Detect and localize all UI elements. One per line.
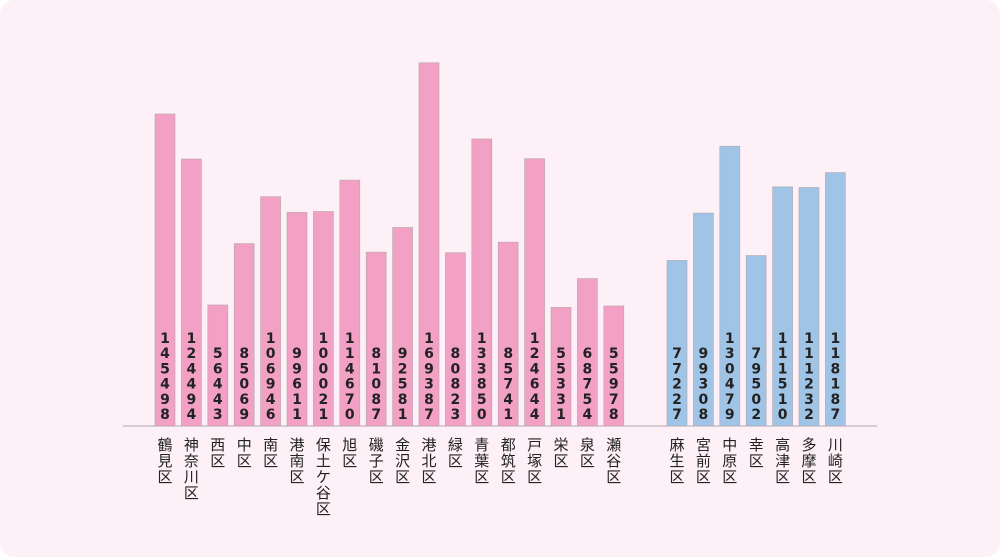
value-labels-layer: 1 4 5 4 9 8 1 2 4 4 9 4 5 6 4 4 3 8 5 0 6 9 1 0 6 9 4 6 9 9 6 1 1 1 0 0 0 2 1 1… [160, 331, 840, 423]
category-label-yokohama-7: 旭区 [342, 436, 357, 470]
bar-yokohama-13 [497, 241, 519, 427]
bar-kawasaki-0 [666, 260, 688, 427]
category-label-yokohama-0: 鶴見区 [157, 436, 172, 486]
category-label-kawasaki-2: 中原区 [722, 436, 737, 486]
bar-yokohama-16 [577, 278, 598, 427]
category-label-kawasaki-4: 高津区 [775, 436, 790, 486]
bar-yokohama-17 [603, 305, 625, 427]
bar-yokohama-3 [233, 243, 255, 427]
category-label-yokohama-6: 保土ケ谷区 [316, 436, 331, 518]
bar-yokohama-10 [418, 62, 440, 427]
bar-yokohama-1 [181, 158, 202, 427]
bars-layer [154, 62, 846, 427]
category-label-kawasaki-1: 宮前区 [696, 436, 711, 486]
bar-kawasaki-4 [772, 186, 793, 427]
bar-yokohama-9 [392, 227, 413, 427]
category-label-yokohama-4: 南区 [263, 436, 278, 470]
bar-yokohama-8 [365, 251, 387, 427]
bar-kawasaki-2 [719, 145, 741, 427]
category-label-yokohama-15: 栄区 [553, 436, 568, 470]
bar-kawasaki-3 [745, 255, 767, 427]
category-label-yokohama-11: 緑区 [448, 436, 463, 470]
category-label-yokohama-17: 瀬谷区 [606, 436, 621, 486]
category-label-kawasaki-0: 麻生区 [669, 436, 684, 486]
category-label-yokohama-14: 戸塚区 [527, 436, 542, 486]
bar-yokohama-2 [207, 304, 229, 427]
category-label-yokohama-9: 金沢区 [395, 436, 410, 486]
bar-yokohama-4 [260, 196, 281, 427]
category-label-yokohama-16: 泉区 [580, 436, 595, 470]
bar-kawasaki-1 [693, 212, 714, 427]
category-label-yokohama-3: 中区 [237, 436, 252, 470]
bar-yokohama-7 [339, 179, 361, 427]
category-label-kawasaki-5: 多摩区 [801, 436, 816, 486]
category-label-kawasaki-6: 川崎区 [828, 436, 843, 486]
bar-yokohama-0 [154, 113, 176, 427]
bar-yokohama-5 [286, 212, 308, 427]
category-label-yokohama-2: 西区 [210, 436, 225, 470]
category-label-kawasaki-3: 幸区 [749, 436, 764, 470]
category-labels-layer: 鶴見区神奈川区西区中区南区港南区保土ケ谷区旭区磯子区金沢区港北区緑区青葉区都筑区… [157, 436, 842, 518]
bar-kawasaki-6 [825, 172, 846, 427]
bar-yokohama-11 [445, 252, 466, 427]
category-label-yokohama-12: 青葉区 [474, 436, 489, 486]
category-label-yokohama-10: 港北区 [421, 436, 436, 486]
category-label-yokohama-1: 神奈川区 [184, 436, 199, 502]
bar-yokohama-15 [550, 307, 572, 427]
category-label-yokohama-8: 磯子区 [369, 436, 384, 486]
bar-yokohama-6 [313, 211, 334, 427]
category-label-yokohama-13: 都筑区 [501, 436, 516, 486]
bar-kawasaki-5 [798, 187, 820, 427]
category-label-yokohama-5: 港南区 [289, 436, 304, 486]
bar-yokohama-12 [471, 138, 493, 427]
bar-yokohama-14 [524, 158, 545, 427]
